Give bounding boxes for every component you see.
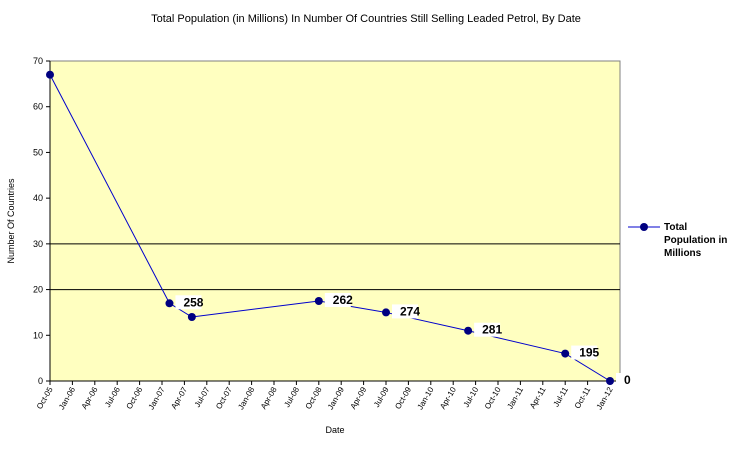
x-tick-label: Oct-09 bbox=[393, 385, 413, 411]
label-bg bbox=[324, 293, 351, 307]
label-bg bbox=[571, 345, 598, 360]
x-tick-label: Oct-07 bbox=[214, 385, 234, 411]
x-tick-label: Jan-09 bbox=[326, 385, 346, 411]
legend-label: Total Population in Millions bbox=[664, 222, 728, 259]
x-tick-label: Jul-08 bbox=[282, 385, 301, 409]
y-tick-label: 20 bbox=[33, 285, 43, 295]
x-tick-label: Apr-08 bbox=[259, 385, 279, 411]
y-tick-label: 60 bbox=[33, 102, 43, 112]
x-tick-label: Oct-08 bbox=[304, 385, 324, 411]
x-tick-label: Jan-06 bbox=[57, 385, 77, 411]
label-bg bbox=[175, 295, 202, 310]
plot-area bbox=[49, 60, 621, 382]
label-bg bbox=[474, 322, 501, 337]
point-annotation: 258 bbox=[183, 295, 203, 309]
y-tick-label: 0 bbox=[38, 376, 43, 386]
x-tick-label: Oct-05 bbox=[35, 385, 55, 411]
series-line bbox=[49, 74, 611, 382]
x-tick-label: Jul-06 bbox=[103, 385, 122, 409]
point bbox=[314, 297, 323, 305]
x-tick-label: Apr-06 bbox=[80, 385, 100, 411]
x-tick-label: Jul-09 bbox=[372, 385, 391, 409]
y-axis-label: Number Of Countries bbox=[6, 178, 16, 264]
y-tick-label: 10 bbox=[33, 330, 43, 340]
y-tick-label: 50 bbox=[33, 147, 43, 157]
x-tick-label: Jul-11 bbox=[552, 385, 571, 408]
legend-marker bbox=[640, 223, 648, 231]
x-tick-label: Oct-10 bbox=[483, 385, 503, 411]
x-tick-label: Jul-10 bbox=[462, 385, 481, 409]
x-tick-label: Apr-07 bbox=[169, 385, 189, 411]
y-tick-label: 30 bbox=[33, 239, 43, 249]
point bbox=[165, 299, 174, 308]
x-tick-label: Jul-07 bbox=[193, 385, 212, 409]
point bbox=[606, 377, 614, 385]
x-axis-label: Date bbox=[325, 425, 344, 435]
label-bg bbox=[392, 304, 418, 319]
x-tick-label: Apr-10 bbox=[438, 385, 458, 411]
point-annotation: 0 bbox=[624, 373, 631, 387]
x-tick-label: Jan-07 bbox=[147, 385, 167, 411]
point-annotation: 274 bbox=[400, 304, 420, 318]
point bbox=[187, 313, 196, 321]
x-tick-label: Apr-09 bbox=[349, 385, 369, 411]
point bbox=[464, 326, 473, 335]
point-annotation: 262 bbox=[333, 293, 353, 307]
x-tick-label: Jan-10 bbox=[416, 385, 436, 411]
point bbox=[382, 308, 390, 317]
point-annotation: 281 bbox=[482, 323, 502, 337]
y-tick-label: 40 bbox=[33, 193, 43, 203]
y-tick-label: 70 bbox=[33, 56, 43, 66]
x-tick-label: Oct-11 bbox=[573, 385, 593, 410]
point bbox=[561, 349, 570, 358]
chart-title: Total Population (in Millions) In Number… bbox=[151, 13, 581, 25]
x-tick-label: Jan-08 bbox=[236, 385, 256, 411]
label-bg bbox=[616, 373, 642, 387]
x-tick-label: Apr-11 bbox=[528, 385, 548, 410]
x-tick-label: Jan-12 bbox=[595, 385, 615, 411]
point bbox=[46, 70, 54, 79]
x-tick-label: Oct-06 bbox=[125, 385, 145, 411]
point-annotation: 195 bbox=[579, 346, 599, 360]
x-tick-label: Jan-11 bbox=[505, 385, 525, 411]
